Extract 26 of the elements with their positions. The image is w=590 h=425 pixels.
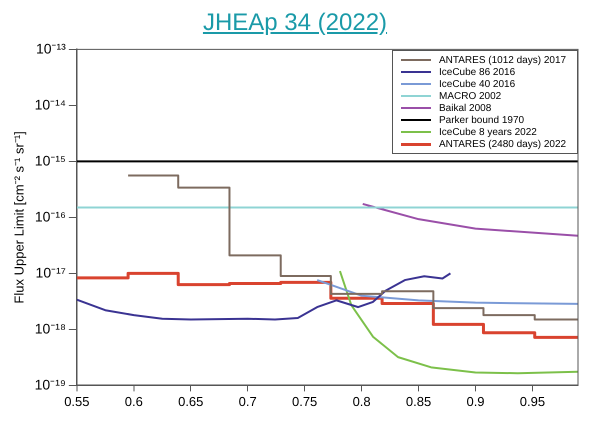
y-tick-label: 10⁻¹³	[36, 40, 66, 56]
x-tick-label: 0.8	[352, 394, 371, 409]
x-tick-label: 0.95	[520, 394, 546, 409]
y-tick-label: 10⁻¹⁷	[36, 264, 66, 280]
y-tick-label: 10⁻¹⁸	[34, 320, 66, 336]
legend-label: ANTARES (1012 days) 2017	[439, 54, 566, 66]
x-tick-label: 0.9	[466, 394, 485, 409]
legend-label: MACRO 2002	[439, 90, 502, 102]
chart-title: JHEAp 34 (2022)	[202, 8, 388, 38]
y-tick-label: 10⁻¹⁶	[34, 208, 66, 224]
y-tick-label: 10⁻¹⁵	[34, 152, 66, 168]
y-tick-label: 10⁻¹⁹	[34, 376, 66, 392]
y-axis-title: Flux Upper Limit [cm⁻² s⁻¹ sr⁻¹]	[11, 131, 26, 304]
x-tick-label: 0.6	[124, 394, 143, 409]
legend-label: Parker bound 1970	[439, 114, 524, 126]
legend-label: Baikal 2008	[439, 102, 492, 114]
x-tick-label: 0.55	[64, 394, 90, 409]
x-tick-label: 0.65	[178, 394, 204, 409]
y-tick-label: 10⁻¹⁴	[34, 96, 66, 112]
x-tick-label: 0.85	[406, 394, 432, 409]
legend-label: ANTARES (2480 days) 2022	[439, 138, 566, 150]
x-tick-label: 0.7	[238, 394, 257, 409]
x-tick-label: 0.75	[292, 394, 318, 409]
legend-label: IceCube 8 years 2022	[439, 126, 537, 138]
legend-label: IceCube 86 2016	[439, 66, 516, 78]
legend-label: IceCube 40 2016	[439, 78, 516, 90]
